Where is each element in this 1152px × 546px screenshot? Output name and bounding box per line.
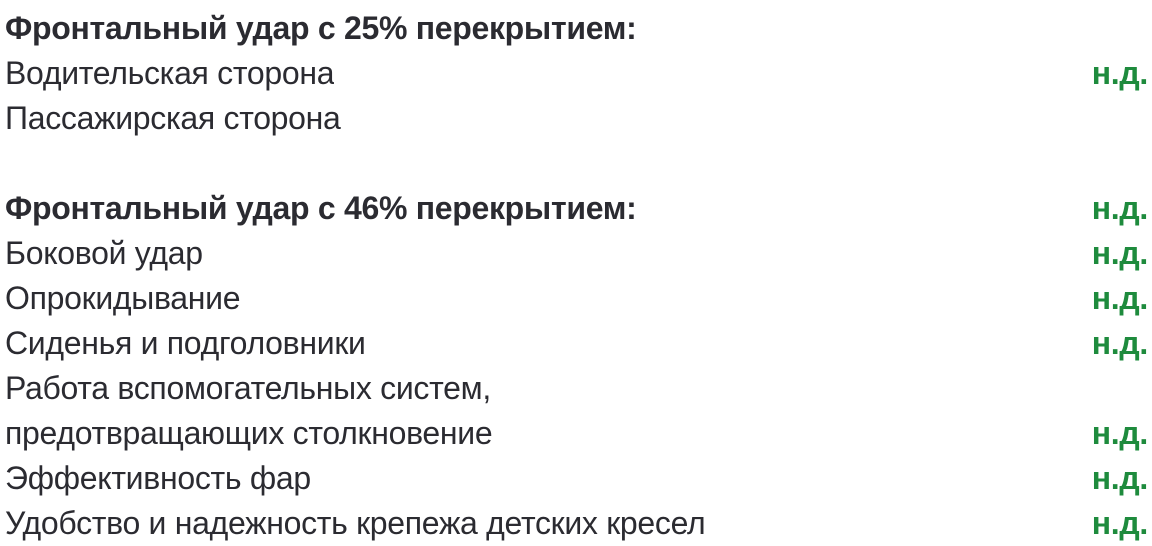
rating-row: Опрокидывание н.д. [5,276,1148,321]
section-header-row: Фронтальный удар с 25% перекрытием: [5,6,1148,51]
rating-label: Водительская сторона [5,55,335,91]
rating-value-nd: н.д. [1091,460,1149,496]
section-header-row: Фронтальный удар с 46% перекрытием: н.д. [5,186,1148,231]
rating-value-nd: н.д. [1091,55,1149,91]
rating-label: Фронтальный удар с 46% перекрытием: [5,190,637,226]
rating-label: Боковой удар [5,235,203,271]
rating-row: Сиденья и подголовники н.д. [5,321,1148,366]
rating-value-nd: н.д. [1091,280,1149,316]
rating-row: Эффективность фар н.д. [5,456,1148,501]
rating-value-nd: н.д. [1091,505,1149,541]
rating-label: предотвращающих столкновение [5,415,493,451]
rating-row: Боковой удар н.д. [5,231,1148,276]
rating-value-nd: н.д. [1091,415,1149,451]
rating-label: Пассажирская сторона [5,100,341,136]
rating-label: Сиденья и подголовники [5,325,366,361]
rating-value-nd: н.д. [1091,190,1149,226]
rating-value-nd: н.д. [1091,325,1149,361]
rating-value-nd: н.д. [1091,235,1149,271]
rating-label: Опрокидывание [5,280,241,316]
rating-row: Пассажирская сторона [5,96,1148,141]
rating-row: Удобство и надежность крепежа детских кр… [5,501,1148,546]
rating-label: Работа вспомогательных систем, [5,370,491,406]
rating-row: предотвращающих столкновение н.д. [5,411,1148,456]
rows-container: Фронтальный удар с 25% перекрытием: Води… [5,6,1148,546]
rating-row: Работа вспомогательных систем, [5,366,1148,411]
rating-label: Удобство и надежность крепежа детских кр… [5,505,706,541]
rating-row: Водительская сторона н.д. [5,51,1148,96]
rating-label: Фронтальный удар с 25% перекрытием: [5,10,637,46]
rating-label: Эффективность фар [5,460,311,496]
